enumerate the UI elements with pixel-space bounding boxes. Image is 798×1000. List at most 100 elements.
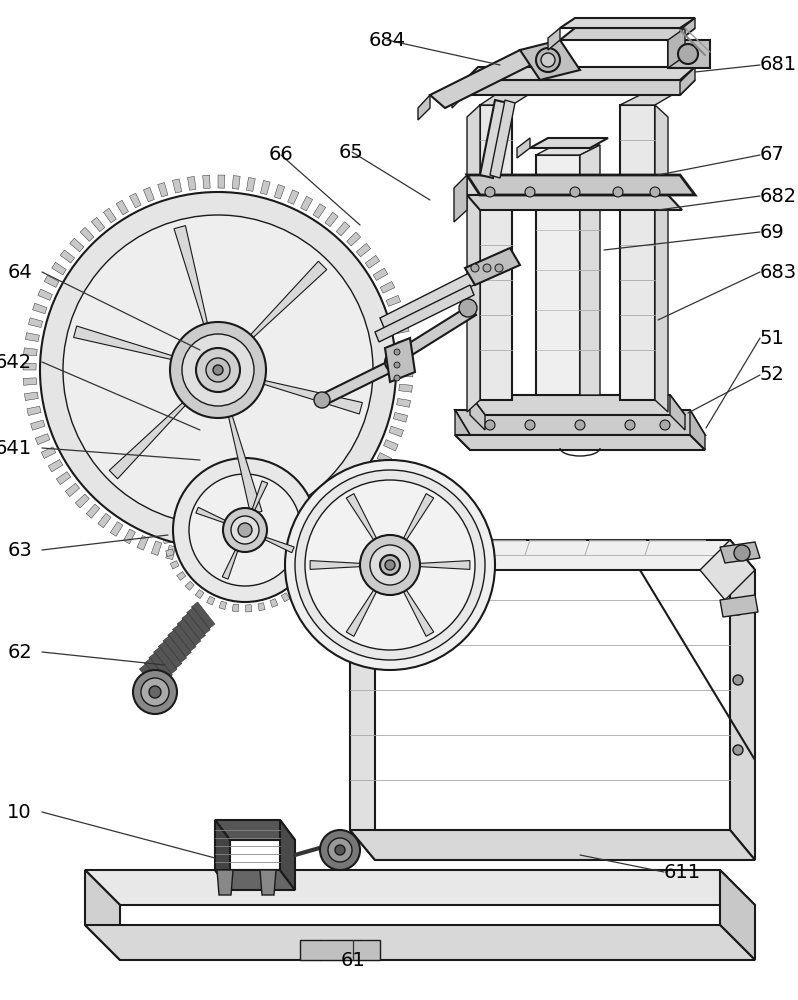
Circle shape <box>733 745 743 755</box>
Polygon shape <box>44 275 59 287</box>
Polygon shape <box>404 590 434 636</box>
Polygon shape <box>389 426 404 437</box>
Polygon shape <box>207 596 215 605</box>
Polygon shape <box>560 18 695 28</box>
Polygon shape <box>331 508 345 523</box>
Polygon shape <box>465 80 695 95</box>
Circle shape <box>223 508 267 552</box>
Polygon shape <box>352 488 366 502</box>
Circle shape <box>285 460 495 670</box>
Polygon shape <box>240 550 248 564</box>
Polygon shape <box>251 261 326 337</box>
Polygon shape <box>35 434 49 445</box>
Circle shape <box>206 358 230 382</box>
Polygon shape <box>23 378 37 385</box>
Polygon shape <box>536 145 600 155</box>
Polygon shape <box>452 80 465 108</box>
Polygon shape <box>218 175 225 188</box>
Circle shape <box>170 322 266 418</box>
Polygon shape <box>517 138 530 158</box>
Polygon shape <box>287 190 299 204</box>
Polygon shape <box>29 318 42 328</box>
Polygon shape <box>65 483 80 497</box>
Polygon shape <box>26 333 39 342</box>
Polygon shape <box>393 412 408 422</box>
Polygon shape <box>57 472 71 485</box>
Polygon shape <box>680 18 695 40</box>
Polygon shape <box>357 243 370 257</box>
Polygon shape <box>152 541 162 555</box>
Circle shape <box>335 845 345 855</box>
Polygon shape <box>346 590 377 636</box>
Circle shape <box>570 187 580 197</box>
Polygon shape <box>223 550 238 579</box>
Polygon shape <box>308 566 317 574</box>
Polygon shape <box>350 830 755 860</box>
Polygon shape <box>336 222 350 236</box>
Polygon shape <box>281 593 290 602</box>
Polygon shape <box>377 453 392 465</box>
Circle shape <box>733 605 743 615</box>
Circle shape <box>495 264 503 272</box>
Polygon shape <box>153 647 177 674</box>
Polygon shape <box>467 175 695 195</box>
Circle shape <box>305 480 475 650</box>
Polygon shape <box>255 547 263 561</box>
Circle shape <box>734 545 750 561</box>
Polygon shape <box>228 416 262 514</box>
Polygon shape <box>69 238 84 252</box>
Polygon shape <box>467 105 480 412</box>
Polygon shape <box>203 175 210 189</box>
Polygon shape <box>467 195 682 210</box>
Circle shape <box>40 192 396 548</box>
Circle shape <box>613 187 623 197</box>
Polygon shape <box>41 447 56 459</box>
Polygon shape <box>275 185 285 199</box>
Circle shape <box>213 365 223 375</box>
Polygon shape <box>60 250 75 263</box>
Text: 52: 52 <box>760 365 784 384</box>
Polygon shape <box>166 549 174 557</box>
Polygon shape <box>520 40 580 80</box>
Polygon shape <box>420 561 470 569</box>
Circle shape <box>541 53 555 67</box>
Polygon shape <box>300 940 380 960</box>
Circle shape <box>189 474 301 586</box>
Polygon shape <box>192 602 215 629</box>
Polygon shape <box>720 542 760 563</box>
Polygon shape <box>110 522 123 536</box>
Polygon shape <box>85 925 755 960</box>
Polygon shape <box>320 530 327 536</box>
Circle shape <box>320 830 360 870</box>
Polygon shape <box>350 540 375 860</box>
Circle shape <box>733 675 743 685</box>
Polygon shape <box>217 870 233 895</box>
Polygon shape <box>109 403 185 479</box>
Polygon shape <box>168 630 192 657</box>
Polygon shape <box>325 212 338 227</box>
Polygon shape <box>25 392 38 401</box>
Text: 611: 611 <box>664 862 701 882</box>
Polygon shape <box>275 455 283 464</box>
Polygon shape <box>85 870 120 960</box>
Polygon shape <box>384 440 398 451</box>
Circle shape <box>660 420 670 430</box>
Polygon shape <box>91 217 105 232</box>
Polygon shape <box>226 551 233 565</box>
Circle shape <box>459 299 477 317</box>
Polygon shape <box>391 310 405 320</box>
Polygon shape <box>163 524 170 530</box>
Polygon shape <box>380 281 395 293</box>
Polygon shape <box>212 453 220 461</box>
Polygon shape <box>455 410 470 450</box>
Text: 642: 642 <box>0 353 32 371</box>
Polygon shape <box>320 517 333 532</box>
Polygon shape <box>670 395 685 430</box>
Polygon shape <box>86 504 100 518</box>
Polygon shape <box>196 590 204 599</box>
Polygon shape <box>291 585 301 594</box>
Circle shape <box>678 44 698 64</box>
Text: 64: 64 <box>7 262 32 282</box>
Polygon shape <box>104 208 117 223</box>
Polygon shape <box>404 494 434 540</box>
